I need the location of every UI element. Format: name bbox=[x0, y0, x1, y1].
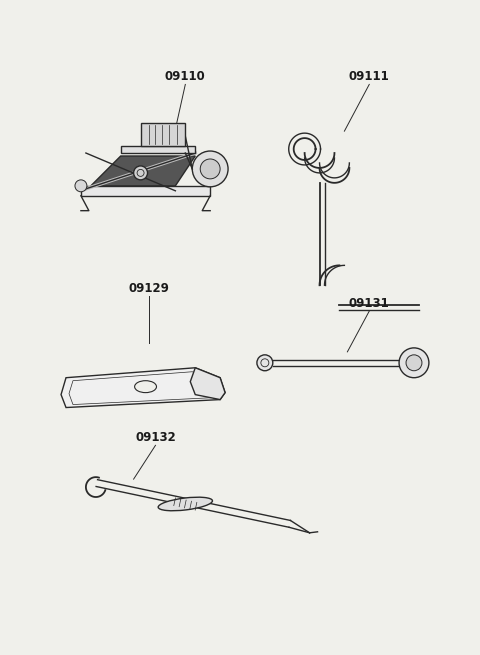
Ellipse shape bbox=[158, 497, 213, 511]
Text: 09131: 09131 bbox=[349, 297, 390, 310]
Polygon shape bbox=[120, 146, 195, 153]
Circle shape bbox=[257, 355, 273, 371]
Circle shape bbox=[399, 348, 429, 378]
Text: 09110: 09110 bbox=[165, 71, 206, 83]
Circle shape bbox=[406, 355, 422, 371]
Text: 09132: 09132 bbox=[135, 432, 176, 444]
Polygon shape bbox=[61, 367, 225, 407]
Circle shape bbox=[133, 166, 147, 180]
Polygon shape bbox=[141, 123, 185, 146]
Text: 09129: 09129 bbox=[128, 282, 169, 295]
Polygon shape bbox=[91, 156, 195, 186]
Text: 09111: 09111 bbox=[349, 71, 390, 83]
Circle shape bbox=[75, 180, 87, 192]
Polygon shape bbox=[190, 367, 225, 400]
Ellipse shape bbox=[134, 381, 156, 392]
Polygon shape bbox=[81, 186, 210, 196]
Circle shape bbox=[200, 159, 220, 179]
Circle shape bbox=[192, 151, 228, 187]
